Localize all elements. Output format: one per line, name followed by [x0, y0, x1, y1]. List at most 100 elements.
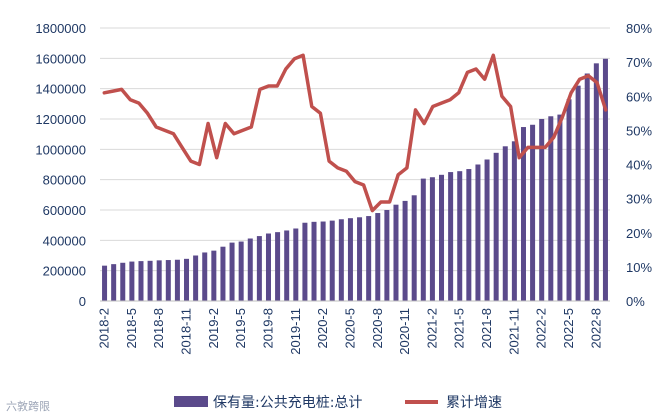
y-right-tick-label: 50% — [626, 123, 652, 138]
bar — [557, 114, 563, 301]
x-tick-label: 2021-11 — [506, 308, 521, 355]
bar — [411, 195, 417, 301]
bar — [147, 260, 153, 301]
bar — [602, 58, 608, 302]
bar — [193, 255, 199, 301]
bar — [375, 213, 381, 301]
legend-swatch-bar — [174, 396, 208, 407]
bar — [120, 262, 126, 301]
bar — [129, 261, 135, 301]
legend-label-bar: 保有量:公共充电桩:总计 — [213, 394, 362, 411]
x-tick-label: 2021-5 — [452, 308, 467, 348]
x-tick-label: 2019-8 — [260, 308, 275, 348]
x-tick-label: 2019-5 — [233, 308, 248, 348]
y-axis-right: 0% 10% 20% 30% 40% 50% 60% 70% 80% — [626, 21, 652, 309]
bar — [138, 261, 144, 301]
y-right-tick-label: 60% — [626, 89, 652, 104]
bar — [484, 159, 490, 301]
x-tick-label: 2018-2 — [97, 308, 112, 348]
x-tick-label: 2021-8 — [479, 308, 494, 348]
bar — [384, 210, 390, 301]
y-right-tick-label: 70% — [626, 55, 652, 70]
bar — [584, 73, 590, 301]
bar — [229, 242, 235, 301]
bar — [302, 222, 308, 301]
bar — [548, 116, 554, 302]
growth-line — [102, 53, 608, 213]
y-left-tick-label: 0 — [79, 294, 86, 309]
bar — [566, 99, 572, 302]
bar — [102, 265, 108, 301]
bar — [238, 241, 244, 301]
bar — [457, 171, 463, 301]
x-tick-label: 2018-11 — [179, 308, 194, 355]
bar — [265, 233, 271, 301]
bar — [284, 230, 290, 301]
bar — [575, 85, 581, 301]
bar — [211, 250, 217, 301]
y-right-tick-label: 30% — [626, 192, 652, 207]
bar — [347, 218, 353, 301]
y-left-tick-label: 1600000 — [35, 51, 86, 66]
bar — [311, 221, 317, 301]
bar — [174, 259, 180, 301]
bar — [184, 258, 190, 301]
y-left-tick-label: 600000 — [43, 203, 86, 218]
bar — [220, 246, 226, 301]
bar — [156, 260, 162, 301]
legend: 保有量:公共充电桩:总计 累计增速 — [174, 394, 502, 411]
x-axis: 2018-2 2018-5 2018-8 2018-11 2019-2 2019-5 201… — [97, 300, 610, 355]
legend-label-line: 累计增速 — [446, 395, 502, 411]
x-tick-label: 2018-5 — [124, 308, 139, 348]
bar — [165, 260, 171, 301]
y-right-tick-label: 80% — [626, 21, 652, 36]
bar — [502, 146, 508, 301]
x-tick-label: 2018-8 — [151, 308, 166, 348]
bar — [111, 264, 117, 301]
y-left-tick-label: 800000 — [43, 173, 86, 188]
x-tick-label: 2020-11 — [397, 308, 412, 355]
bar — [256, 236, 262, 301]
bar — [247, 238, 253, 301]
y-left-tick-label: 200000 — [43, 264, 86, 279]
bar — [202, 252, 208, 301]
bar — [420, 178, 426, 301]
x-tick-label: 2020-2 — [315, 308, 330, 348]
bar — [329, 220, 335, 301]
y-left-tick-label: 1400000 — [35, 82, 86, 97]
x-tick-label: 2022-2 — [534, 308, 549, 348]
bar — [466, 169, 472, 301]
bar — [320, 221, 326, 301]
bar — [357, 217, 363, 301]
y-axis-left: 0 200000 400000 600000 800000 1000000 1200000 1… — [35, 21, 86, 309]
line-series — [102, 53, 608, 213]
x-tick-label: 2019-2 — [206, 308, 221, 348]
x-tick-label: 2022-5 — [561, 308, 576, 348]
x-tick-label: 2020-5 — [342, 308, 357, 348]
y-left-tick-label: 1000000 — [35, 142, 86, 157]
bar — [402, 200, 408, 301]
bar — [593, 63, 599, 301]
bar — [448, 172, 454, 301]
bar — [511, 141, 517, 301]
bar-series — [102, 58, 608, 302]
watermark: 六敦跨限 — [6, 400, 50, 413]
bar — [475, 164, 481, 301]
bar — [439, 174, 445, 301]
bar — [293, 228, 299, 301]
y-right-tick-label: 20% — [626, 226, 652, 241]
bar — [530, 124, 536, 301]
bar — [338, 219, 344, 301]
bar — [275, 232, 281, 301]
x-tick-label: 2019-11 — [288, 308, 303, 355]
x-tick-label: 2021-2 — [424, 308, 439, 348]
y-right-tick-label: 10% — [626, 260, 652, 275]
x-tick-label: 2020-8 — [370, 308, 385, 348]
y-left-tick-label: 1200000 — [35, 112, 86, 127]
bar — [393, 204, 399, 301]
y-right-tick-label: 40% — [626, 158, 652, 173]
bar — [429, 177, 435, 301]
y-left-tick-label: 400000 — [43, 233, 86, 248]
bar — [520, 127, 526, 301]
x-tick-label: 2022-8 — [588, 308, 603, 348]
